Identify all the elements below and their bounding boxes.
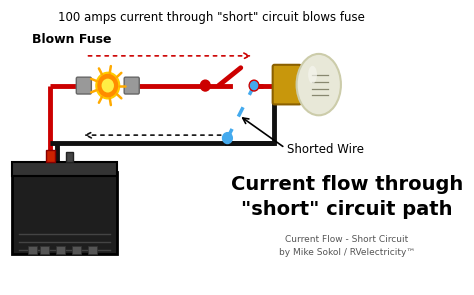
FancyBboxPatch shape bbox=[273, 65, 301, 104]
Ellipse shape bbox=[308, 66, 317, 83]
FancyBboxPatch shape bbox=[28, 246, 37, 254]
Text: Current Flow - Short Circuit: Current Flow - Short Circuit bbox=[285, 235, 409, 244]
Text: 100 amps current through "short" circuit blows fuse: 100 amps current through "short" circuit… bbox=[58, 11, 365, 24]
Text: by Mike Sokol / RVelectricity™: by Mike Sokol / RVelectricity™ bbox=[279, 248, 415, 257]
Circle shape bbox=[96, 73, 119, 99]
Text: Blown Fuse: Blown Fuse bbox=[32, 32, 112, 45]
FancyBboxPatch shape bbox=[12, 172, 117, 254]
FancyBboxPatch shape bbox=[66, 152, 73, 162]
Text: "short" circuit path: "short" circuit path bbox=[241, 200, 453, 219]
FancyBboxPatch shape bbox=[124, 77, 139, 94]
FancyBboxPatch shape bbox=[46, 150, 55, 162]
FancyBboxPatch shape bbox=[56, 246, 65, 254]
Circle shape bbox=[101, 79, 114, 93]
Text: 12-volt DC: 12-volt DC bbox=[25, 193, 103, 206]
FancyBboxPatch shape bbox=[40, 246, 49, 254]
FancyBboxPatch shape bbox=[88, 246, 97, 254]
Circle shape bbox=[249, 80, 259, 91]
FancyBboxPatch shape bbox=[12, 162, 117, 176]
Ellipse shape bbox=[297, 54, 341, 115]
Text: RV Battery: RV Battery bbox=[24, 213, 105, 226]
Circle shape bbox=[250, 82, 257, 90]
Circle shape bbox=[201, 80, 210, 91]
FancyBboxPatch shape bbox=[73, 246, 81, 254]
FancyBboxPatch shape bbox=[76, 77, 91, 94]
Text: Shorted Wire: Shorted Wire bbox=[287, 143, 364, 156]
Text: Current flow through: Current flow through bbox=[231, 175, 463, 194]
Circle shape bbox=[223, 133, 232, 144]
